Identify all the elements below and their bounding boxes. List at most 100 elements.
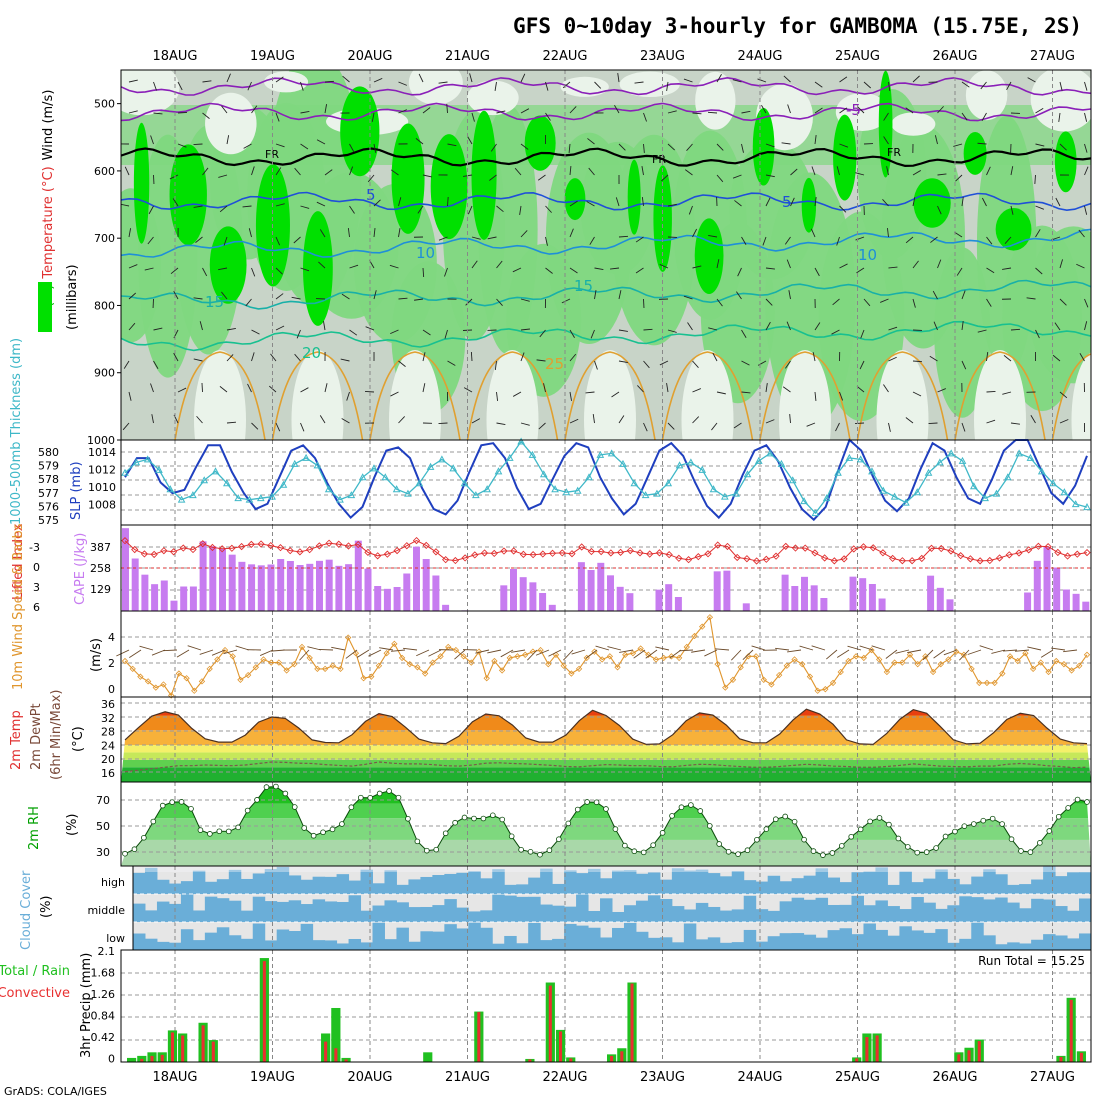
wind-barb: [248, 228, 252, 238]
precip-convective-bar: [334, 1048, 338, 1062]
wind-barb: [659, 264, 669, 269]
wind-speed-point: [999, 670, 1006, 677]
precip-tick-label: 1.26: [91, 988, 116, 1001]
wind-barb: [732, 79, 742, 83]
wind-barb: [986, 352, 989, 362]
cape-bar: [374, 586, 382, 611]
cape-bar: [946, 599, 954, 611]
cloud-cover-bar: [887, 935, 900, 950]
pressure-tick-label: 900: [94, 367, 115, 380]
lifted-index-point: [675, 554, 683, 562]
cloud-cover-bar: [384, 870, 397, 894]
wind-barb: [1055, 197, 1061, 207]
cloud-cover-bar: [683, 870, 697, 894]
wind-speed-point: [545, 660, 552, 668]
isotherm-line: [121, 191, 1091, 212]
cape-bar: [393, 587, 401, 611]
wind-barb: [373, 290, 377, 300]
lifted-index-point: [568, 550, 576, 558]
wind-barb: [736, 291, 742, 300]
cloud-cover-bar: [863, 871, 876, 894]
thickness-point: [788, 476, 797, 484]
cloud-cover-bar: [707, 937, 721, 950]
cloud-cover-bar: [252, 923, 266, 950]
temp-panel: [121, 697, 1091, 782]
thickness-point: [845, 453, 854, 461]
wind-barb: [235, 645, 250, 651]
slp-tick-label: 1014: [88, 446, 116, 459]
rh-point: [263, 784, 270, 790]
wind-barb: [520, 422, 530, 426]
wind-barb: [226, 421, 237, 424]
thickness-tick-label: 576: [38, 500, 59, 513]
rh-point: [301, 825, 307, 831]
cape-bar: [209, 546, 217, 611]
cloud-cover-bar: [707, 873, 721, 894]
thickness-point: [596, 450, 605, 458]
date-label-top: 20AUG: [347, 49, 392, 64]
wind-barb: [211, 649, 226, 656]
precip-convective-bar: [160, 1054, 164, 1062]
lifted-index-point: [393, 546, 401, 555]
wind-barb: [1003, 354, 1012, 362]
cloud-cover-bar: [815, 937, 829, 950]
rh-pale-area: [891, 112, 936, 136]
wind-barb: [428, 649, 442, 657]
cloud-level-label: low: [106, 932, 125, 945]
lifted-index-point: [208, 543, 217, 552]
wind-barb: [790, 168, 798, 176]
pressure-tick-label: 500: [94, 98, 115, 111]
cape-tick-label: 258: [90, 562, 111, 575]
cloud-cover-bar: [983, 899, 996, 922]
wind-barb: [635, 267, 644, 274]
wind-speed-point: [1068, 667, 1075, 674]
wind-speed-point: [475, 648, 483, 655]
wind-barb: [569, 418, 579, 424]
wind-barb: [373, 143, 377, 153]
isotherm-label: 5: [782, 193, 792, 211]
rh-point: [480, 815, 487, 822]
wind-barb: [847, 645, 862, 651]
cloud-cover-bar: [863, 923, 876, 950]
lifted-index-line: [124, 540, 1088, 562]
rh-point: [433, 846, 440, 853]
lifted-index-point: [364, 548, 372, 556]
wind-barb: [716, 143, 724, 151]
cloud-cover-bar: [899, 871, 912, 894]
wind-barb: [454, 649, 466, 660]
isotherm-line: [121, 228, 1091, 258]
rh-point: [659, 830, 666, 836]
wind-barb: [398, 297, 408, 300]
isotherm-25-loop: [564, 351, 656, 440]
wind-barb: [569, 391, 572, 401]
thickness-point: [732, 489, 740, 497]
wind-speed-point: [421, 670, 429, 677]
wind-barb: [765, 197, 771, 207]
lifted-index-point: [529, 551, 537, 559]
wind-barb: [299, 649, 310, 661]
thickness-point: [336, 495, 344, 503]
wind-speed-point: [906, 651, 914, 658]
wind-barb: [475, 649, 490, 654]
cloud-cover-bar: [240, 938, 254, 950]
wind-barb: [594, 360, 598, 370]
wind-barb: [193, 205, 203, 208]
wind-speed-point: [198, 678, 206, 685]
cape-bar: [354, 540, 362, 611]
rh-point: [207, 831, 213, 837]
lifted-index-point: [850, 545, 858, 553]
wind-barb: [814, 197, 817, 207]
wind-barb: [961, 360, 967, 370]
wind-barb: [986, 390, 996, 393]
wind-barb: [150, 383, 154, 393]
rh-dark-area: [133, 122, 150, 244]
cloud-cover-bar: [983, 869, 996, 894]
rh-point: [518, 846, 524, 853]
lifted-index-point: [558, 549, 566, 557]
wind-barb: [123, 360, 130, 369]
wind-barb: [585, 391, 595, 394]
lifted-index-point: [607, 549, 615, 557]
rh-tick-label: 50: [96, 820, 110, 833]
cloud-cover-bar: [492, 943, 505, 950]
cloud-cover-bar: [743, 929, 757, 950]
